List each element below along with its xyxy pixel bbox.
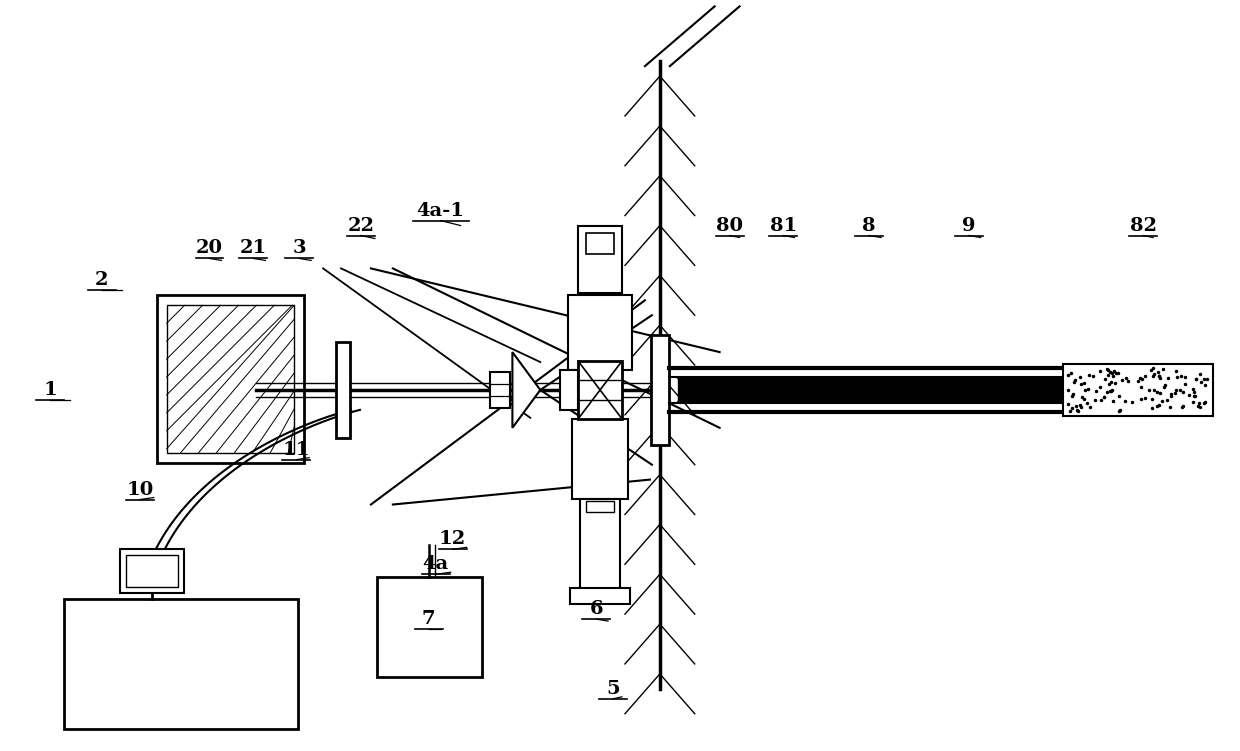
Bar <box>377 578 481 677</box>
Bar <box>570 588 630 604</box>
Bar <box>578 225 622 294</box>
Bar <box>580 499 620 593</box>
Text: 12: 12 <box>439 530 466 548</box>
Text: 3: 3 <box>293 240 306 258</box>
Bar <box>1064 364 1213 416</box>
Bar <box>678 378 1208 402</box>
Bar <box>156 295 304 463</box>
Text: 22: 22 <box>347 216 374 234</box>
Bar <box>568 295 632 370</box>
Text: 2: 2 <box>95 271 109 289</box>
Text: 21: 21 <box>239 240 267 258</box>
Bar <box>587 500 614 512</box>
Bar <box>336 342 350 438</box>
Text: 9: 9 <box>962 216 976 234</box>
Text: 11: 11 <box>283 441 310 459</box>
Text: 80: 80 <box>715 216 743 234</box>
Bar <box>651 335 668 445</box>
Text: 5: 5 <box>606 680 620 698</box>
Bar <box>166 305 294 453</box>
Text: 1: 1 <box>43 381 57 399</box>
Text: 7: 7 <box>422 610 435 628</box>
Text: 10: 10 <box>126 481 154 499</box>
Bar <box>120 549 184 593</box>
Text: 81: 81 <box>770 216 797 234</box>
Text: 20: 20 <box>196 240 223 258</box>
Text: 8: 8 <box>862 216 875 234</box>
Text: 4a-1: 4a-1 <box>417 201 465 219</box>
Text: 6: 6 <box>589 600 603 618</box>
Bar <box>125 555 177 587</box>
Bar <box>64 599 298 728</box>
Text: 4a: 4a <box>423 555 449 573</box>
Bar <box>491 372 511 408</box>
Bar <box>560 370 578 410</box>
Bar <box>587 233 614 255</box>
Polygon shape <box>512 352 541 428</box>
Text: 82: 82 <box>1130 216 1157 234</box>
Bar <box>572 419 627 499</box>
Bar <box>578 361 622 419</box>
